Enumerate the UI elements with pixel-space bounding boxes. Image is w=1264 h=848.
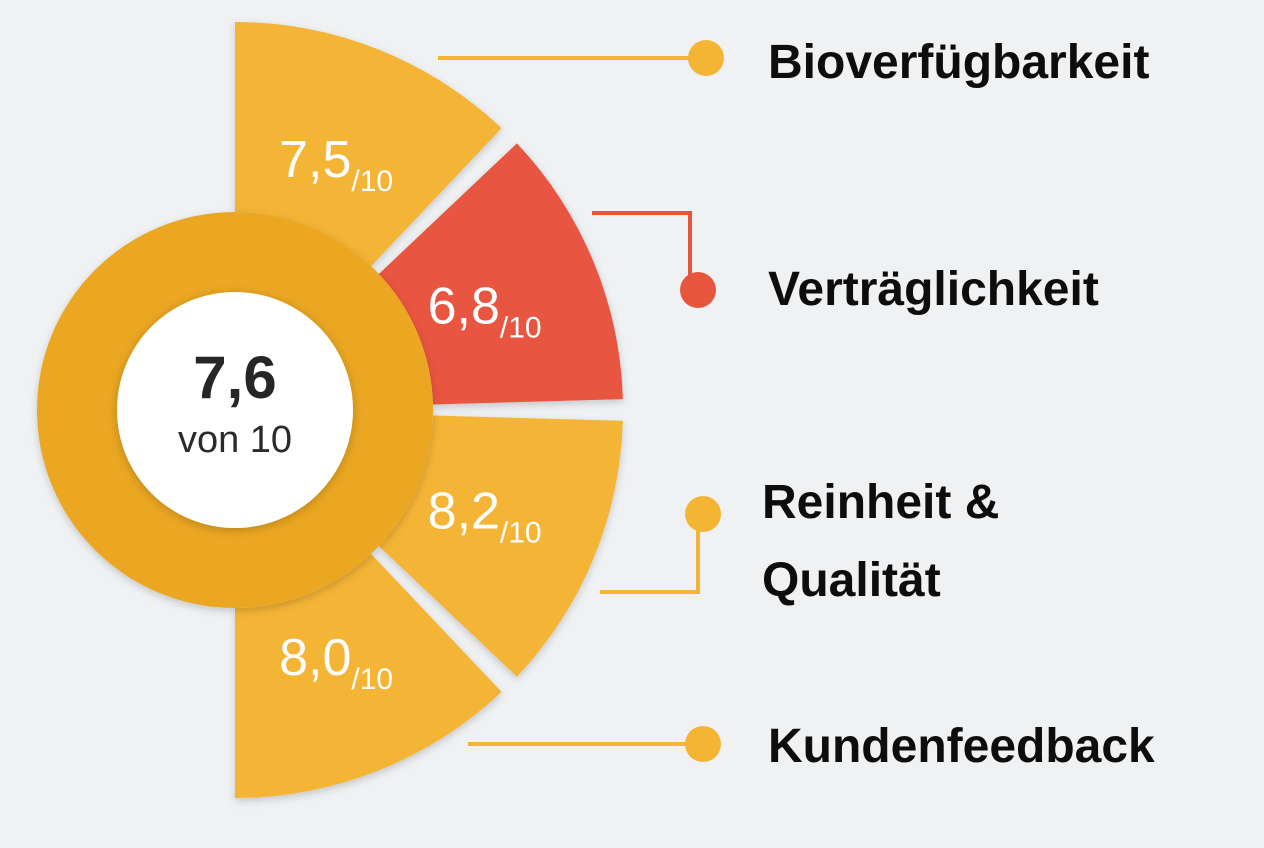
connector-dot-reinheit-und-qualitaet bbox=[685, 496, 721, 532]
category-label-kundenfeedback: Kundenfeedback bbox=[768, 720, 1155, 773]
segment-score-vertraeglichkeit: 6,8/10 bbox=[428, 277, 542, 344]
overall-score-subtitle: von 10 bbox=[178, 419, 292, 461]
segment-score-bioverfuegbarkeit: 7,5/10 bbox=[279, 131, 393, 198]
category-label-bioverfuegbarkeit: Bioverfügbarkeit bbox=[768, 36, 1149, 89]
segment-reinheit-und-qualitaet bbox=[378, 415, 623, 677]
connector-dot-kundenfeedback bbox=[685, 726, 721, 762]
overall-score: 7,6 von 10 bbox=[37, 212, 433, 608]
overall-center-disc bbox=[117, 292, 353, 528]
segment-bioverfuegbarkeit bbox=[235, 22, 502, 267]
category-label-vertraeglichkeit: Verträglichkeit bbox=[768, 263, 1099, 316]
label-connectors bbox=[438, 40, 724, 762]
segment-score-reinheit-und-qualitaet: 8,2/10 bbox=[428, 483, 542, 550]
category-labels: Bioverfügbarkeit Verträglichkeit Reinheit … bbox=[762, 36, 1155, 773]
segment-vertraeglichkeit bbox=[378, 143, 623, 405]
connector-line-reinheit-und-qualitaet bbox=[600, 520, 700, 594]
overall-score-value: 7,6 bbox=[193, 344, 276, 411]
connector-dot-vertraeglichkeit bbox=[680, 272, 716, 308]
score-segments: 7,5/10 6,8/10 8,2/10 8,0/10 bbox=[235, 22, 623, 798]
segment-kundenfeedback bbox=[235, 553, 502, 798]
segment-score-kundenfeedback: 8,0/10 bbox=[279, 629, 393, 696]
category-label-reinheit-und-qualitaet: Reinheit & Qualität bbox=[762, 476, 999, 607]
connector-line-vertraeglichkeit bbox=[592, 211, 692, 290]
connector-dot-bioverfuegbarkeit bbox=[688, 40, 724, 76]
